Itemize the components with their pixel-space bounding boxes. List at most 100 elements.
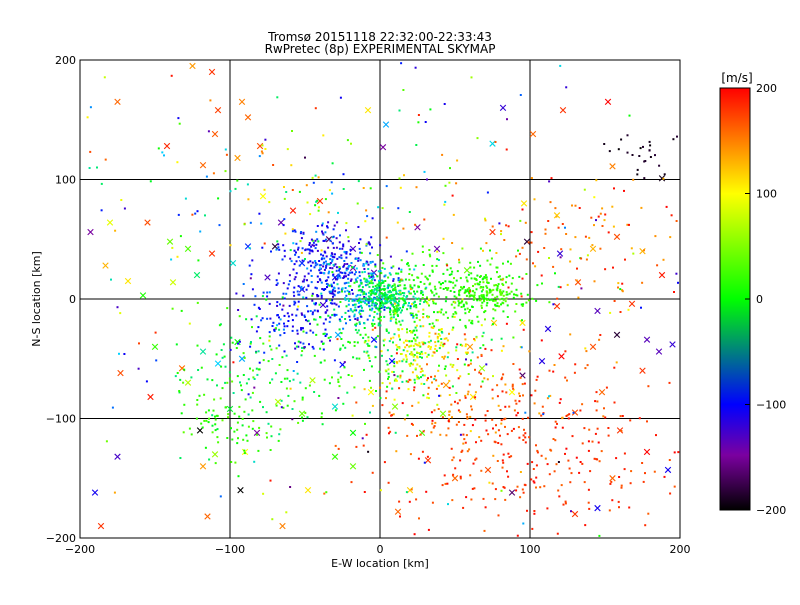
y-tick-label: 0 [69,293,76,306]
data-point-dot [182,431,185,434]
data-point-dot [475,278,478,281]
data-point-dot [282,406,285,409]
data-point-dot [218,324,221,327]
data-point-dot [419,325,422,328]
data-point-dot [311,294,314,297]
data-point-dot [279,334,282,337]
data-point-dot [415,329,418,332]
data-point-dot [647,385,650,388]
data-point-dot [422,308,425,311]
data-point-dot [388,291,391,294]
data-point-dot [418,517,420,520]
data-point-dot [393,283,396,286]
data-point-dot [231,341,234,344]
data-point-dot [426,355,429,358]
data-point-dot [371,328,374,331]
data-point-dot [359,333,362,336]
data-point-dot [233,430,236,433]
data-point-dot [305,331,308,334]
data-point-dot [268,331,271,334]
data-point-dot [179,457,182,459]
data-point-dot [540,414,543,417]
data-point-dot [360,304,363,307]
data-point-dot [501,390,504,393]
data-point-dot [473,291,476,294]
data-point-dot [313,309,316,312]
data-point-dot [401,309,403,312]
data-point-dot [482,497,485,500]
data-point-dot [532,468,535,470]
data-point-dot [289,387,292,390]
data-point-dot [351,414,354,417]
data-point-dot [314,286,317,289]
data-point-dot [201,426,204,429]
data-point-dot [346,263,349,265]
data-point-dot [442,237,445,240]
data-point-dot [316,310,319,313]
data-point-dot [238,340,241,343]
data-point-dot [406,295,409,298]
data-point-dot [621,415,624,417]
data-point-dot [588,428,591,431]
data-point-dot [349,319,352,321]
data-point-dot [421,352,424,355]
data-point-dot [339,301,342,303]
data-point-dot [322,233,325,236]
data-point-dot [587,440,590,443]
data-point-dot [359,251,362,254]
data-point-dot [123,207,126,210]
data-point-dot [491,418,494,421]
data-point-dot [408,500,411,503]
data-point-dot [291,319,294,322]
data-point-dot [183,403,186,406]
data-point-cross [97,522,105,530]
data-point-dot [357,257,360,260]
data-point-cross [489,228,496,236]
data-point-dot [237,342,240,345]
data-point-dot [574,363,577,366]
data-point-dot [448,386,451,389]
data-point-dot [458,294,461,297]
data-point-dot [412,337,415,340]
data-point-dot [385,397,387,400]
data-point-dot [344,318,347,320]
data-point-dot [414,326,417,329]
data-point-dot [478,296,481,299]
data-point-dot [259,400,262,403]
data-point-dot [496,287,499,290]
data-point-dot [279,428,282,431]
data-point-dot [324,288,327,290]
data-point-dot [232,361,235,364]
data-point-dot [278,316,280,319]
data-point-dot [510,282,513,285]
data-point-cross [433,245,441,252]
data-point-dot [339,276,342,279]
data-point-dot [261,144,264,147]
data-point-cross [519,319,526,327]
data-point-dot [478,283,481,286]
data-point-dot [560,484,563,487]
data-point-dot [459,289,462,292]
data-point-dot [243,452,246,455]
data-point-dot [309,213,312,216]
data-point-dot [346,289,349,292]
data-point-cross [529,130,537,138]
data-point-dot [411,363,414,366]
data-point-cross [508,389,516,396]
data-point-dot [342,344,345,347]
data-point-dot [476,299,479,302]
data-point-dot [445,311,448,314]
data-point-dot [355,257,358,260]
data-point-dot [558,401,561,404]
data-point-dot [648,140,651,143]
data-point-dot [550,177,553,180]
data-point-dot [369,272,372,275]
data-point-dot [291,329,294,332]
data-point-dot [411,404,414,407]
data-point-dot [386,363,389,366]
data-point-dot [420,367,423,370]
data-point-dot [401,402,404,405]
data-point-dot [196,344,199,347]
data-point-cross [391,403,399,410]
data-point-dot [233,412,236,415]
